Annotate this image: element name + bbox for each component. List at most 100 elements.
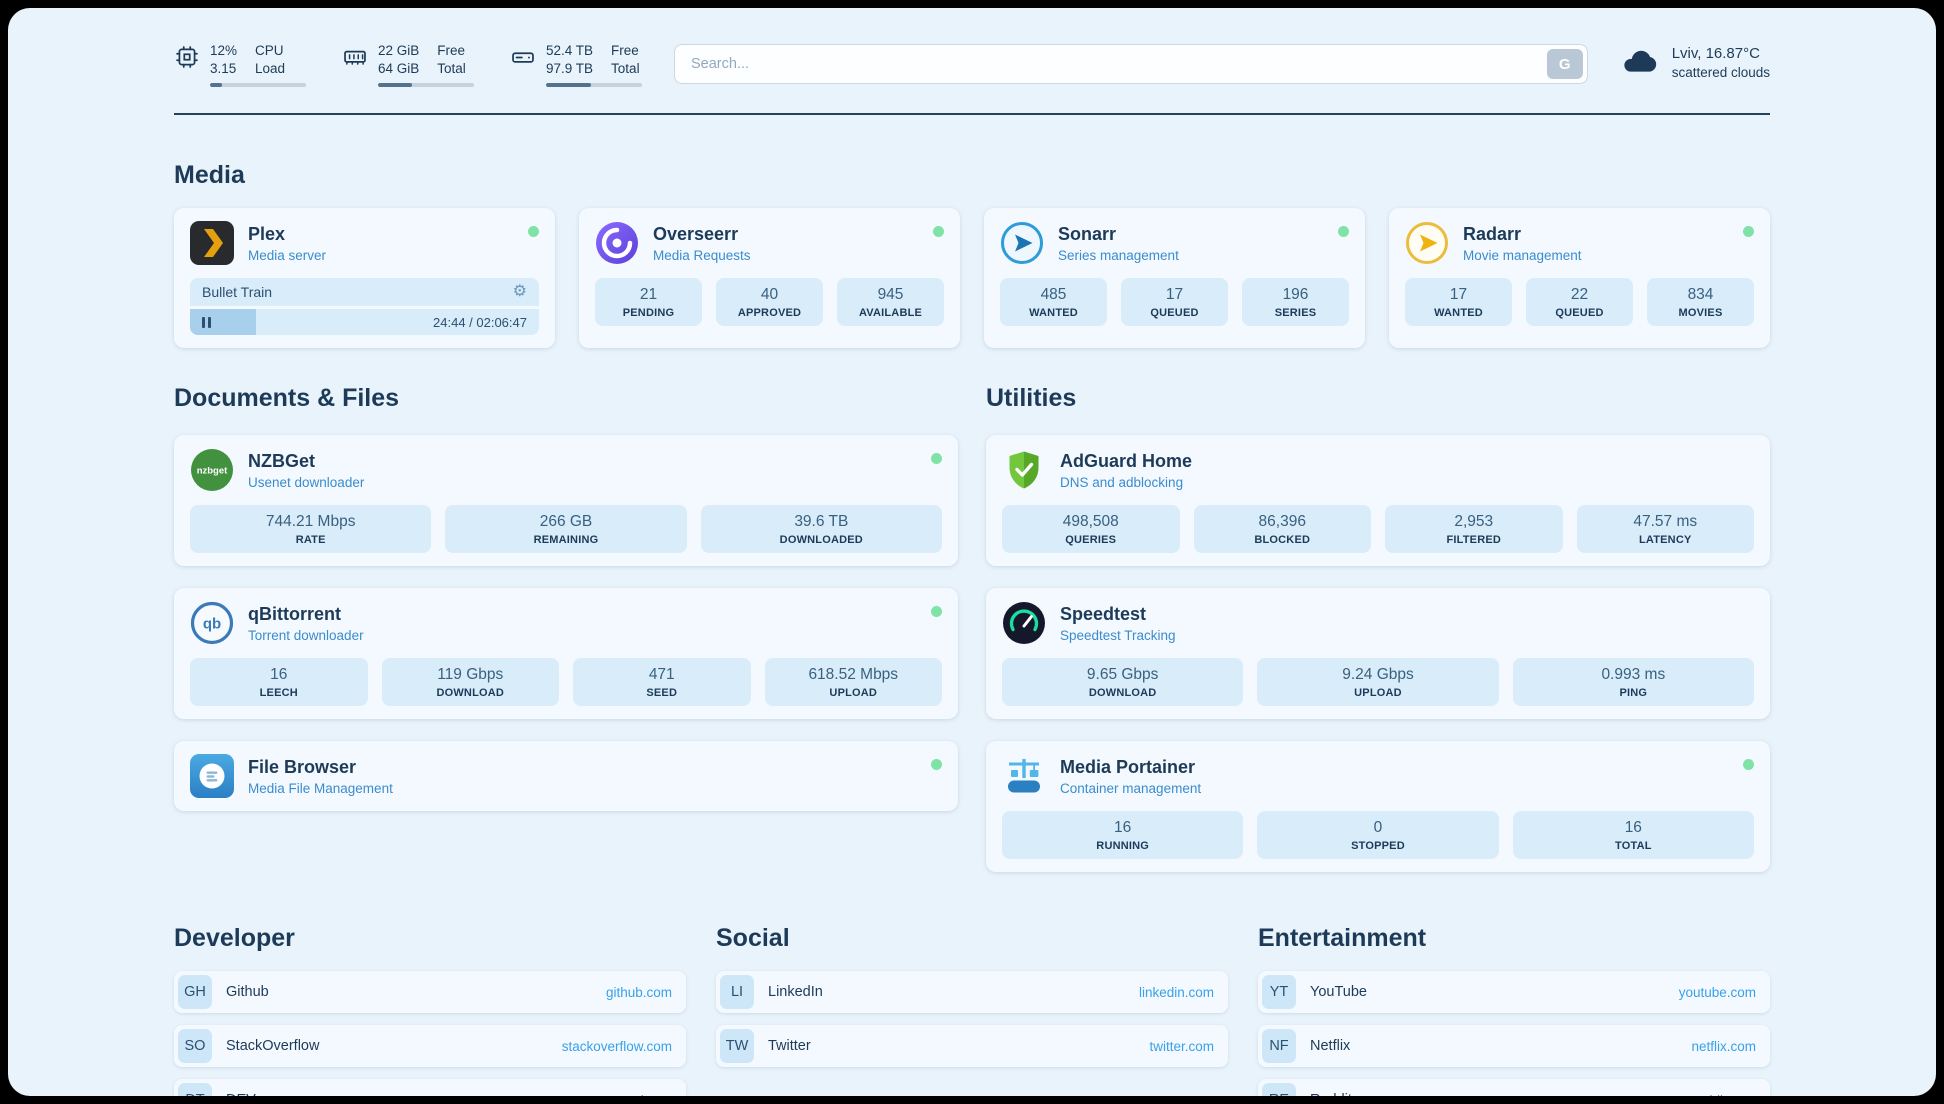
app-card-nzbget[interactable]: nzbget NZBGet Usenet downloader 744.21 M…: [174, 435, 958, 567]
disk-widget: 52.4 TB 97.9 TB Free Total: [510, 42, 642, 88]
bookmark-reddit[interactable]: RE Reddit reddit.com: [1258, 1079, 1770, 1096]
bookmark-domain[interactable]: dev.to: [636, 1093, 672, 1096]
progress-fill: [190, 309, 257, 336]
app-card-plex[interactable]: Plex Media server Bullet Train ⚙: [174, 208, 555, 349]
stat-value: 485: [1040, 286, 1067, 304]
app-card-qbittorrent[interactable]: qb qBittorrent Torrent downloader 16 LEE…: [174, 588, 958, 720]
section-title-utilities: Utilities: [986, 384, 1077, 413]
app-name: NZBGet: [248, 450, 315, 471]
stat-value: 22: [1570, 286, 1589, 304]
stat-downloaded: 39.6 TB DOWNLOADED: [700, 505, 942, 554]
stat-value: 744.21 Mbps: [265, 513, 356, 531]
bookmark-linkedin[interactable]: LI LinkedIn linkedin.com: [716, 971, 1228, 1014]
weather-location: Lviv, 16.87°C: [1671, 45, 1760, 62]
bookmark-domain[interactable]: netflix.com: [1691, 1038, 1756, 1054]
app-card-portainer[interactable]: Media Portainer Container management 16 …: [986, 741, 1770, 873]
stat-value: 17: [1165, 286, 1184, 304]
stat-label: QUEUED: [1150, 307, 1199, 320]
stat-value: 9.24 Gbps: [1342, 666, 1414, 684]
section-title-media: Media: [174, 161, 245, 190]
bookmark-github[interactable]: GH Github github.com: [174, 971, 686, 1014]
bookmark-name: StackOverflow: [226, 1038, 320, 1055]
disk-free-value: 52.4 TB: [546, 43, 594, 58]
stat-label: UPLOAD: [829, 687, 878, 700]
now-playing-progress-bar[interactable]: 24:44 / 02:06:47: [190, 309, 539, 336]
pause-icon[interactable]: [202, 316, 211, 328]
bookmark-dev[interactable]: DT DEV dev.to: [174, 1079, 686, 1096]
bookmark-domain[interactable]: twitter.com: [1149, 1038, 1214, 1054]
stat-value: 16: [1624, 819, 1642, 837]
stat-label: DOWNLOADED: [779, 534, 863, 547]
filebrowser-icon: [190, 754, 234, 799]
disk-label-bottom: Total: [611, 60, 640, 76]
stat-approved: 40 APPROVED: [716, 278, 823, 327]
section-utilities: Utilities AdGuard Home DNS and adblockin…: [986, 384, 1770, 873]
app-card-overseerr[interactable]: Overseerr Media Requests 21 PENDING 40 A…: [579, 208, 960, 349]
bookmark-stackoverflow[interactable]: SO StackOverflow stackoverflow.com: [174, 1025, 686, 1068]
overseerr-icon: [595, 221, 639, 265]
cpu-usage-value: 12%: [210, 43, 238, 58]
stat-label: RUNNING: [1096, 840, 1150, 853]
bookmark-domain[interactable]: youtube.com: [1678, 984, 1756, 1000]
stat-label: LEECH: [259, 687, 298, 700]
stat-label: TOTAL: [1614, 840, 1652, 853]
section-title-entertainment: Entertainment: [1258, 924, 1427, 953]
status-dot: [1743, 759, 1754, 771]
bookmark-domain[interactable]: github.com: [605, 984, 672, 1000]
stat-value: 16: [1114, 819, 1132, 837]
app-card-filebrowser[interactable]: File Browser Media File Management: [174, 741, 958, 812]
sonarr-icon: [1000, 221, 1044, 265]
stat-value: 119 Gbps: [437, 666, 504, 684]
memory-progress-fill: [378, 83, 412, 88]
stat-value: 0: [1373, 819, 1383, 837]
app-subtitle: Container management: [1060, 780, 1202, 796]
now-playing-title: Bullet Train: [202, 284, 273, 301]
disk-total-value: 97.9 TB: [546, 60, 594, 76]
bookmark-name: Netflix: [1310, 1038, 1351, 1055]
search-input[interactable]: [674, 44, 1588, 84]
radarr-icon: [1405, 221, 1449, 265]
app-card-adguard[interactable]: AdGuard Home DNS and adblocking 498,508 …: [986, 435, 1770, 567]
stats-row: 16 RUNNING 0 STOPPED 16 TOTAL: [1002, 811, 1754, 860]
weather-text: Lviv, 16.87°C scattered clouds: [1672, 45, 1770, 80]
svg-text:nzbget: nzbget: [197, 466, 228, 477]
bookmark-abbr: YT: [1262, 975, 1296, 1010]
cloud-icon: [1620, 45, 1660, 80]
stat-value: 21: [639, 286, 658, 304]
stat-label: PING: [1619, 687, 1648, 700]
bookmark-twitter[interactable]: TW Twitter twitter.com: [716, 1025, 1228, 1068]
section-title-social: Social: [716, 924, 790, 953]
bookmark-domain[interactable]: stackoverflow.com: [561, 1038, 672, 1054]
stat-value: 498,508: [1062, 513, 1119, 531]
stat-label: MOVIES: [1678, 307, 1723, 320]
stat-stopped: 0 STOPPED: [1257, 811, 1499, 860]
cpu-chip-icon: [174, 44, 200, 87]
stat-wanted: 485 WANTED: [1000, 278, 1107, 327]
stat-label: PENDING: [622, 307, 675, 320]
disk-progress-fill: [546, 83, 592, 88]
bookmark-domain[interactable]: reddit.com: [1693, 1093, 1756, 1096]
svg-text:qb: qb: [203, 616, 221, 633]
bookmark-domain[interactable]: linkedin.com: [1138, 984, 1214, 1000]
stat-label: REMAINING: [533, 534, 599, 547]
stat-value: 945: [877, 286, 904, 304]
app-card-radarr[interactable]: Radarr Movie management 17 WANTED 22 QUE…: [1389, 208, 1770, 349]
stat-value: 17: [1449, 286, 1468, 304]
stat-value: 2,953: [1454, 513, 1494, 531]
gear-icon[interactable]: ⚙: [512, 283, 527, 301]
stat-value: 834: [1687, 286, 1714, 304]
stat-value: 40: [760, 286, 779, 304]
search-provider-button[interactable]: G: [1546, 49, 1583, 79]
bookmark-name: LinkedIn: [768, 984, 823, 1001]
stat-total: 16 TOTAL: [1512, 811, 1754, 860]
stat-download: 9.65 Gbps DOWNLOAD: [1002, 658, 1244, 707]
memory-widget: 22 GiB 64 GiB Free Total: [342, 42, 474, 88]
app-card-speedtest[interactable]: Speedtest Speedtest Tracking 9.65 Gbps D…: [986, 588, 1770, 720]
media-grid: Plex Media server Bullet Train ⚙: [174, 208, 1770, 349]
bookmark-netflix[interactable]: NF Netflix netflix.com: [1258, 1025, 1770, 1068]
bookmark-youtube[interactable]: YT YouTube youtube.com: [1258, 971, 1770, 1014]
middle-columns: Documents & Files nzbget NZBGet Usenet d…: [174, 384, 1770, 873]
stats-row: 485 WANTED 17 QUEUED 196 SERIES: [1000, 278, 1349, 327]
app-card-sonarr[interactable]: Sonarr Series management 485 WANTED 17 Q…: [984, 208, 1365, 349]
stat-value: 16: [270, 666, 288, 684]
